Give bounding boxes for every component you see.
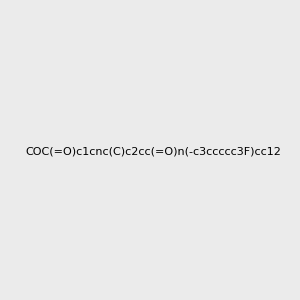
Text: COC(=O)c1cnc(C)c2cc(=O)n(-c3ccccc3F)cc12: COC(=O)c1cnc(C)c2cc(=O)n(-c3ccccc3F)cc12 (26, 146, 282, 157)
